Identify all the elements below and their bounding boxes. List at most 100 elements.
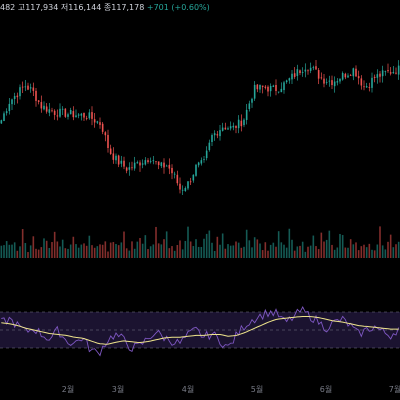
volume-bar: [24, 243, 27, 258]
candle-body: [307, 70, 309, 72]
volume-bar: [216, 236, 219, 258]
volume-bar: [165, 231, 168, 258]
candle-body: [248, 103, 251, 109]
candle-body: [387, 70, 389, 72]
candle-body: [61, 108, 64, 110]
volume-bar: [115, 243, 117, 258]
candle-body: [83, 112, 85, 118]
volume-bar: [261, 250, 264, 258]
candle-body: [237, 119, 240, 129]
volume-bar: [187, 226, 189, 258]
volume-bar: [389, 234, 392, 258]
candle-body: [280, 88, 283, 93]
candle-body: [277, 91, 280, 93]
volume-bar: [35, 248, 37, 258]
candle-body: [331, 80, 333, 86]
volume-bar: [344, 247, 347, 258]
volume-bar: [357, 250, 360, 258]
volume-bar: [315, 246, 317, 258]
candle-body: [184, 188, 187, 192]
candle-body: [48, 109, 51, 113]
volume-bar: [67, 248, 69, 258]
candle-body: [301, 72, 304, 74]
volume-bar: [280, 242, 283, 258]
volume-bar: [112, 242, 115, 258]
candle-body: [357, 76, 360, 79]
candle-body: [104, 132, 107, 136]
candle-body: [136, 162, 139, 164]
candle-body: [333, 81, 336, 87]
volume-bar: [291, 239, 293, 258]
candle-body: [368, 86, 371, 88]
volume-bar: [312, 235, 315, 258]
candle-body: [51, 110, 53, 112]
candle-body: [200, 160, 203, 164]
volume-bar: [373, 250, 376, 258]
candle-body: [304, 69, 307, 72]
candle-body: [320, 77, 323, 79]
volume-bar: [307, 246, 309, 258]
volume-bar: [104, 241, 107, 258]
candle-body: [224, 127, 227, 130]
ohlc-legend: 482 고117,934 저116,144 종117,178 +701 (+0.…: [0, 3, 210, 13]
volume-bar: [221, 233, 224, 258]
volume-bar: [232, 245, 235, 258]
candle-body: [283, 82, 285, 91]
candle-body: [93, 119, 96, 123]
candle-body: [245, 109, 248, 120]
candle-body: [376, 74, 379, 78]
volume-bar: [235, 241, 237, 258]
volume-bar: [69, 244, 72, 258]
volume-bar: [269, 244, 272, 258]
candle-body: [336, 81, 339, 83]
candle-body: [109, 148, 112, 154]
volume-bar: [253, 237, 256, 258]
candle-body: [197, 162, 200, 166]
volume-bar: [365, 247, 368, 258]
volume-bar: [355, 242, 357, 258]
candle-body: [43, 105, 45, 110]
candle-body: [259, 84, 261, 90]
candle-body: [80, 113, 83, 116]
candle-body: [16, 95, 19, 98]
volume-bar: [379, 226, 381, 258]
candle-body: [45, 106, 48, 112]
volume-bar: [240, 247, 243, 258]
candle-body: [139, 162, 141, 166]
volume-bar: [347, 247, 349, 258]
candle-body: [120, 160, 123, 164]
candle-body: [27, 85, 29, 90]
volume-bar: [200, 246, 203, 258]
time-axis-label: 7월: [389, 384, 400, 394]
candle-body: [309, 67, 312, 71]
candle-body: [29, 87, 32, 89]
candle-body: [133, 162, 136, 169]
candle-body: [96, 121, 99, 123]
candle-body: [131, 167, 133, 169]
candle-body: [397, 65, 400, 75]
volume-bar: [75, 244, 77, 258]
candle-body: [176, 174, 179, 184]
volume-bar: [299, 245, 301, 258]
candle-body: [149, 161, 152, 163]
volume-bar: [381, 245, 384, 258]
candle-body: [168, 164, 171, 169]
volume-bar: [251, 247, 253, 258]
candle-body: [275, 84, 277, 92]
volume-bar: [237, 242, 240, 258]
candle-body: [285, 80, 288, 83]
volume-bar: [88, 235, 91, 258]
volume-bar: [376, 244, 379, 258]
volume-bar: [197, 246, 200, 258]
candle-body: [328, 80, 331, 82]
volume-bar: [72, 236, 75, 258]
volume-bar: [352, 244, 355, 258]
candle-body: [296, 69, 299, 76]
candle-body: [53, 110, 56, 115]
candle-body: [216, 134, 219, 136]
ohlc-open-partial: 482: [0, 3, 16, 12]
volume-bar: [136, 241, 139, 258]
candle-body: [75, 115, 77, 118]
volume-bar: [48, 247, 51, 258]
